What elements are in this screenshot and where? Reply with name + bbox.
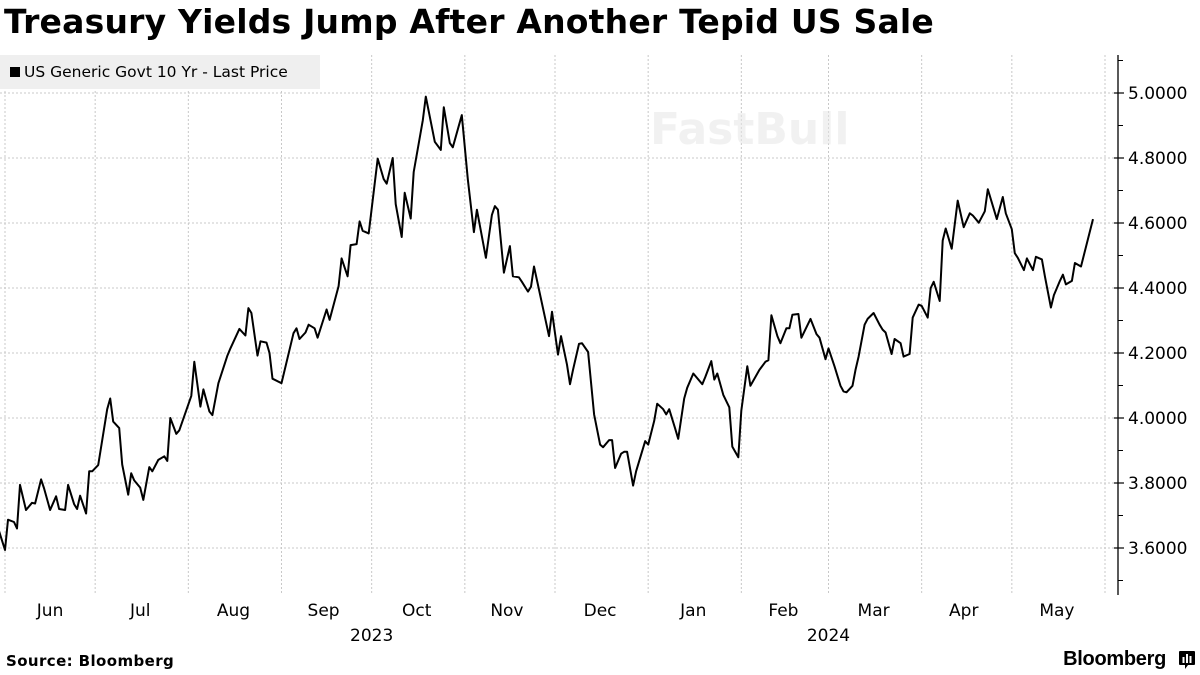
y-tick-label: 4.8000: [1128, 149, 1187, 169]
y-tick-label: 3.8000: [1128, 474, 1187, 494]
x-month-label: Oct: [402, 601, 432, 621]
y-tick-label: 5.0000: [1128, 84, 1187, 104]
gridlines: [0, 55, 1118, 595]
x-month-label: Jul: [129, 601, 151, 621]
legend-label: US Generic Govt 10 Yr - Last Price: [24, 63, 288, 81]
x-month-label: Feb: [768, 601, 798, 621]
x-month-label: Aug: [217, 601, 250, 621]
chart-title: Treasury Yields Jump After Another Tepid…: [4, 2, 935, 41]
y-tick-label: 4.2000: [1128, 344, 1187, 364]
x-month-label: Nov: [490, 601, 523, 621]
legend-swatch-icon: [10, 67, 20, 77]
x-year-label: 2024: [807, 626, 850, 646]
y-axis: 3.6000 3.8000 4.0000 4.2000 4.4000 4.6000 4.80…: [1114, 55, 1187, 595]
bloomberg-logo: Bloomberg: [1063, 648, 1166, 670]
x-month-label: Jan: [679, 601, 706, 621]
x-month-label: Dec: [584, 601, 617, 621]
x-month-label: Jun: [36, 601, 64, 621]
x-month-label: May: [1039, 601, 1074, 621]
x-axis: Jun Jul Aug Sep Oct Nov Dec Jan Feb Mar Apr May 2023…: [36, 601, 1075, 646]
bloomberg-chart-icon: [1179, 651, 1195, 669]
series-line-us-10yr: [0, 95, 1094, 551]
series-layer: [0, 95, 1094, 551]
x-month-label: Apr: [949, 601, 978, 621]
y-tick-label: 4.6000: [1128, 214, 1187, 234]
source-note: Source: Bloomberg: [6, 652, 175, 670]
y-tick-label: 3.6000: [1128, 539, 1187, 559]
y-tick-label: 4.4000: [1128, 279, 1187, 299]
y-tick-label: 4.0000: [1128, 409, 1187, 429]
x-year-label: 2023: [350, 626, 393, 646]
legend: US Generic Govt 10 Yr - Last Price: [0, 55, 320, 89]
x-month-label: Mar: [858, 601, 890, 621]
x-month-label: Sep: [308, 601, 340, 621]
